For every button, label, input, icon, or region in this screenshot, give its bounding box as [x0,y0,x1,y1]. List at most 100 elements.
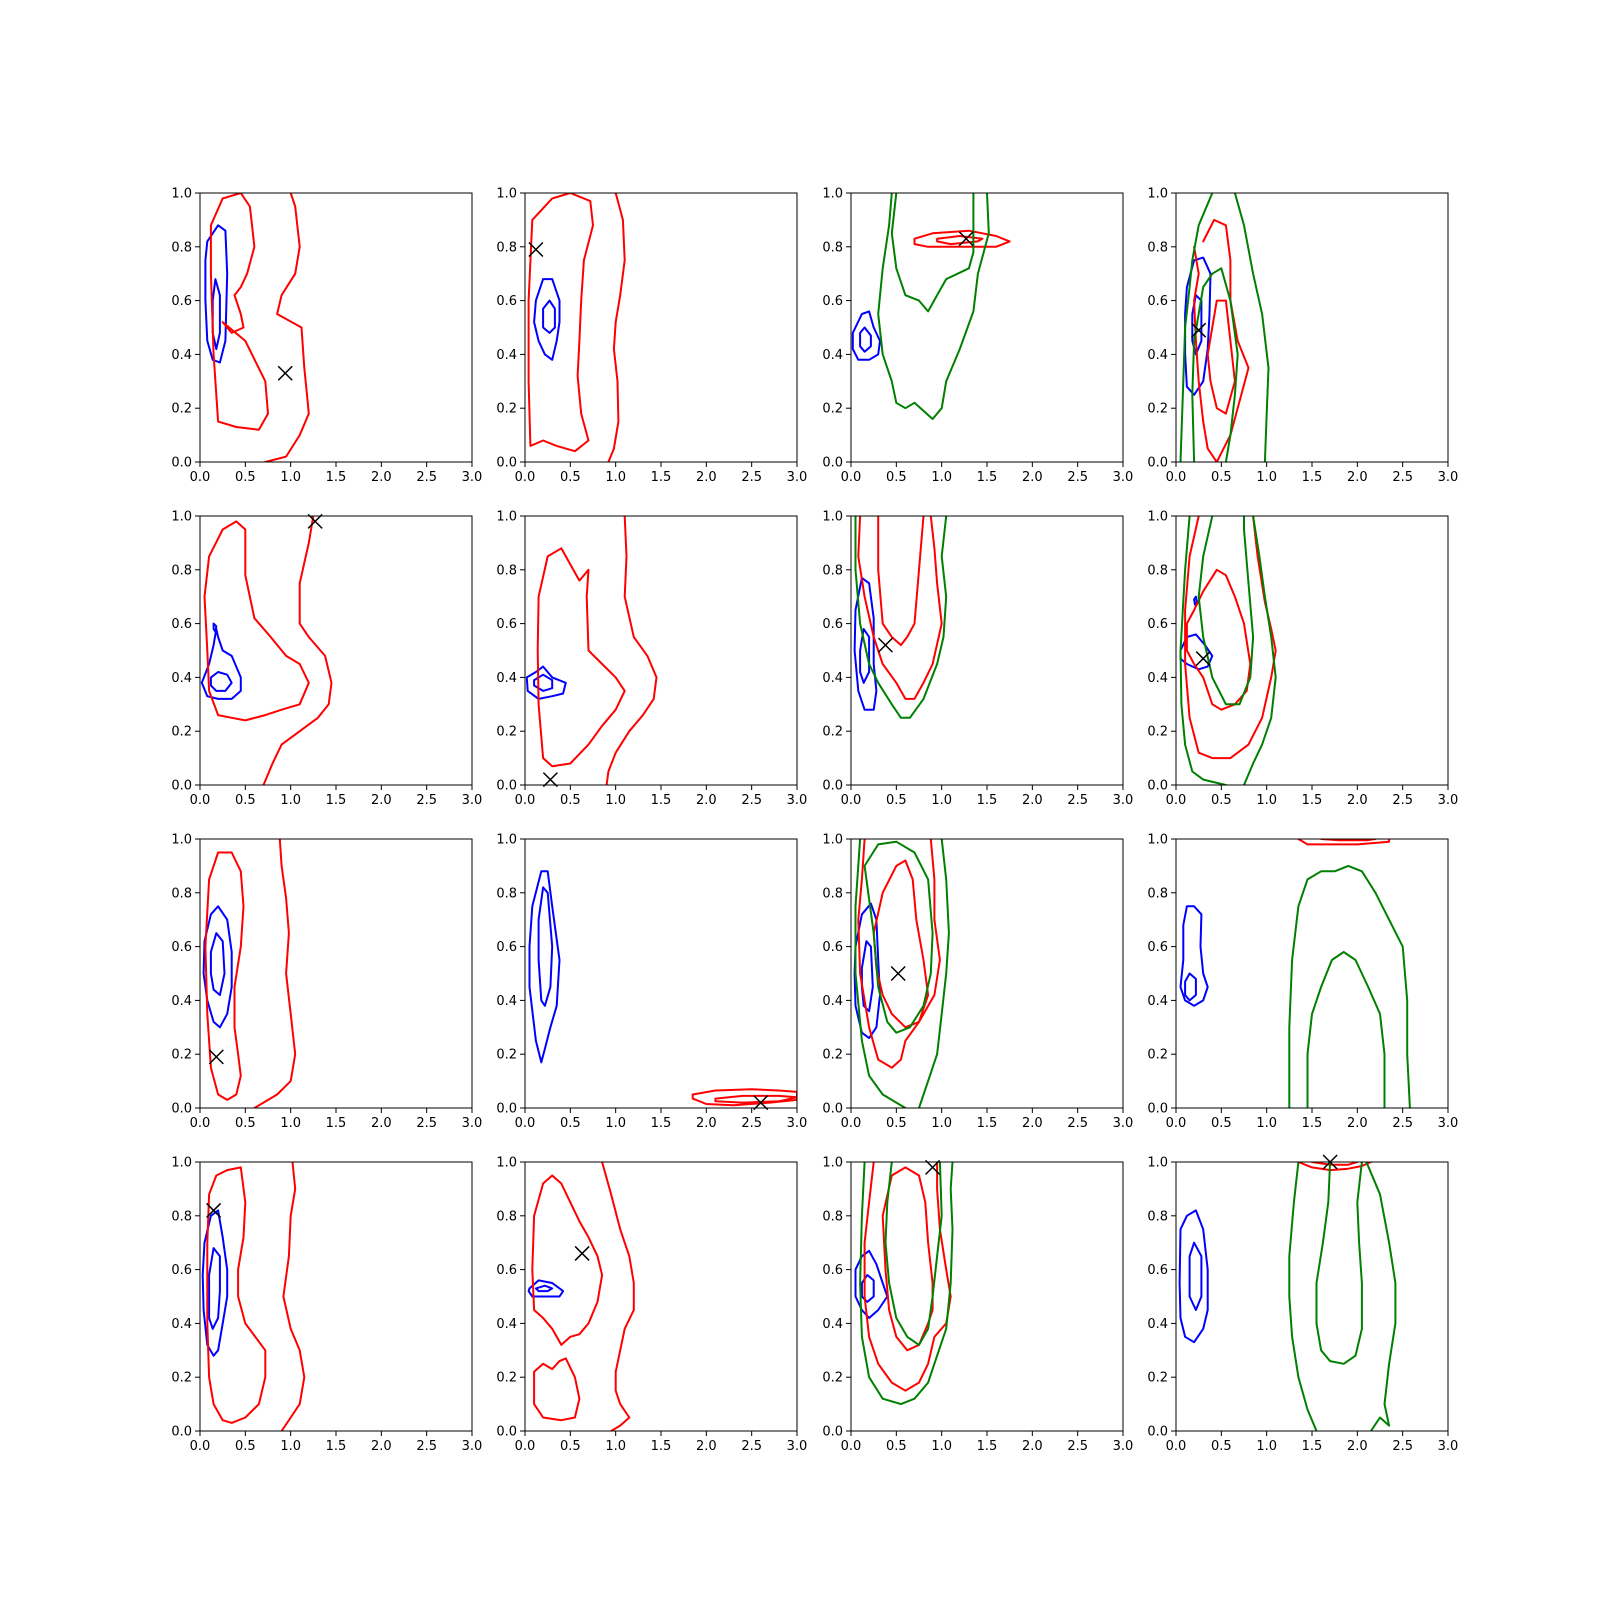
contour-red-3 [533,1357,581,1422]
y-tick-label: 0.2 [171,1371,192,1386]
y-tick-label: 0.6 [171,617,192,632]
subplot-2-3: 0.0 0.5 1.0 1.5 2.0 2.5 3.0 0.0 0.2 0.4 0.6 0.8 1.0 [1147,833,1458,1132]
y-tick-label: 0.2 [496,1048,517,1063]
contour-green-6 [1315,1162,1363,1365]
x-tick-label: 2.5 [1392,793,1413,808]
subplot-0-2: 0.0 0.5 1.0 1.5 2.0 2.5 3.0 0.0 0.2 0.4 0.6 0.8 1.0 [822,187,1133,486]
contour-red-2 [881,1166,934,1352]
y-tick-label: 0.4 [171,348,192,363]
contour-red-2 [1185,568,1252,711]
y-tick-label: 0.8 [1147,240,1168,255]
x-tick-label: 0.0 [190,1116,211,1131]
y-tick-label: 0.6 [822,1263,843,1278]
x-tick-label: 0.0 [1166,1439,1187,1454]
y-tick-label: 0.0 [496,779,517,794]
x-tick-label: 2.5 [1392,470,1413,485]
contour-group [854,1162,954,1406]
x-tick-label: 2.0 [696,1439,717,1454]
contour-blue-1 [860,940,874,1013]
contour-group [853,839,950,1108]
y-tick-label: 0.2 [822,402,843,417]
x-tick-label: 2.0 [696,1116,717,1131]
contour-red-4 [601,1162,635,1431]
contour-green-4 [1288,864,1411,1108]
x-tick-label: 2.5 [1392,1439,1413,1454]
contour-group [204,193,310,462]
y-tick-label: 1.0 [822,1156,843,1171]
y-tick-label: 0.2 [822,1048,843,1063]
x-tick-label: 3.0 [1113,1439,1134,1454]
contour-blue-1 [537,886,554,1007]
contour-green-4 [890,193,975,313]
contour-green-5 [859,1162,954,1406]
x-tick-label: 2.0 [371,793,392,808]
contour-red-2 [913,229,1011,248]
contour-green-5 [1365,1162,1397,1431]
x-marker [1195,651,1211,667]
contour-red-2 [531,1174,604,1346]
contour-group [525,516,658,785]
y-tick-label: 0.2 [822,725,843,740]
x-tick-label: 1.0 [280,470,301,485]
y-tick-label: 0.4 [496,994,517,1009]
x-tick-label: 1.0 [280,1116,301,1131]
contour-red-2 [1297,839,1391,846]
contour-blue-1 [859,628,871,684]
x-tick-label: 1.0 [280,793,301,808]
contour-green-5 [854,839,907,1108]
x-tick-label: 1.5 [651,470,672,485]
contour-blue-1 [859,326,872,353]
x-tick-label: 3.0 [462,793,483,808]
x-marker [208,1049,224,1065]
x-tick-label: 1.0 [1256,793,1277,808]
contour-blue-0 [853,576,878,711]
y-tick-label: 0.8 [496,240,517,255]
contour-blue-0 [204,224,229,364]
y-tick-label: 0.6 [822,617,843,632]
x-tick-label: 0.0 [841,1116,862,1131]
y-tick-label: 0.8 [1147,886,1168,901]
x-tick-label: 0.0 [190,470,211,485]
x-tick-label: 1.0 [931,1439,952,1454]
contour-red-3 [1311,1162,1359,1166]
x-tick-label: 1.5 [1302,793,1323,808]
x-tick-label: 3.0 [1438,793,1459,808]
y-tick-label: 0.2 [496,402,517,417]
x-tick-label: 2.5 [741,1116,762,1131]
contour-red-3 [1193,245,1218,462]
y-tick-label: 0.0 [1147,456,1168,471]
subplot-3-0: 0.0 0.5 1.0 1.5 2.0 2.5 3.0 0.0 0.2 0.4 0.6 0.8 1.0 [171,1156,482,1455]
contour-blue-0 [200,628,242,700]
x-tick-label: 0.5 [235,793,256,808]
x-marker [277,365,293,381]
contour-group [853,516,948,719]
y-tick-label: 0.0 [171,1102,192,1117]
x-tick-label: 1.0 [605,1439,626,1454]
y-tick-label: 0.6 [1147,1263,1168,1278]
contour-blue-0 [1179,633,1214,671]
x-tick-label: 3.0 [462,1116,483,1131]
x-tick-label: 0.0 [515,1116,536,1131]
x-tick-label: 2.5 [1067,1116,1088,1131]
contour-red-2 [527,193,594,453]
x-marker [307,513,323,529]
x-marker [542,772,558,788]
subplot-3-2: 0.0 0.5 1.0 1.5 2.0 2.5 3.0 0.0 0.2 0.4 0.6 0.8 1.0 [822,1156,1133,1455]
x-tick-label: 1.0 [605,1116,626,1131]
x-tick-label: 3.0 [1438,1439,1459,1454]
x-tick-label: 1.0 [280,1439,301,1454]
x-tick-label: 1.5 [651,1439,672,1454]
y-tick-label: 0.6 [1147,940,1168,955]
y-tick-label: 1.0 [822,833,843,848]
contour-group [1179,839,1411,1108]
x-tick-label: 2.5 [416,1439,437,1454]
x-marker [206,1202,222,1218]
x-tick-label: 2.5 [1067,793,1088,808]
contour-green-5 [877,193,990,420]
x-tick-label: 3.0 [787,1439,808,1454]
x-marker [877,637,893,653]
y-tick-label: 0.4 [171,994,192,1009]
contour-green-4 [884,1162,943,1346]
x-marker [1191,322,1207,338]
